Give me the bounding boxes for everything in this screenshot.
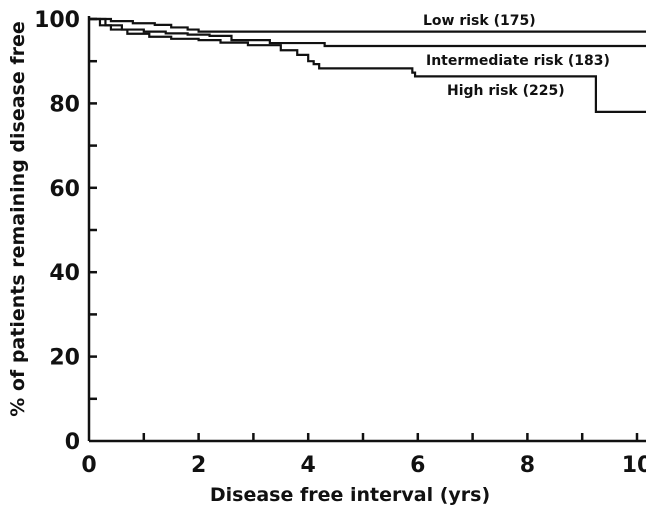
x-tick-label: 10 xyxy=(622,453,646,478)
y-tick-label: 100 xyxy=(34,8,80,33)
x-tick-label: 4 xyxy=(301,453,316,478)
axes xyxy=(87,16,646,443)
y-tick-label: 20 xyxy=(49,346,80,371)
x-tick-label: 2 xyxy=(191,453,206,478)
x-tick-label: 8 xyxy=(520,453,535,478)
series-line-intermediate-risk xyxy=(89,17,646,48)
x-axis-title: Disease free interval (yrs) xyxy=(210,484,490,506)
y-tick-label: 80 xyxy=(49,92,80,117)
series-label-high-risk: High risk (225) xyxy=(447,83,565,99)
series-label-low-risk: Low risk (175) xyxy=(423,13,536,29)
series-lines xyxy=(89,17,646,113)
series-line-high-risk xyxy=(89,17,646,113)
y-axis-title: % of patients remaining disease free xyxy=(7,21,29,417)
series-labels: Low risk (175) Intermediate risk (183) H… xyxy=(423,13,610,99)
y-tick-label: 60 xyxy=(49,177,80,202)
series-line-low-risk xyxy=(89,17,646,33)
x-tick-label: 6 xyxy=(410,453,425,478)
series-label-intermediate-risk: Intermediate risk (183) xyxy=(426,53,610,69)
y-tick-label: 0 xyxy=(65,430,80,455)
y-tick-label: 40 xyxy=(49,261,80,286)
x-tick-label: 0 xyxy=(81,453,96,478)
